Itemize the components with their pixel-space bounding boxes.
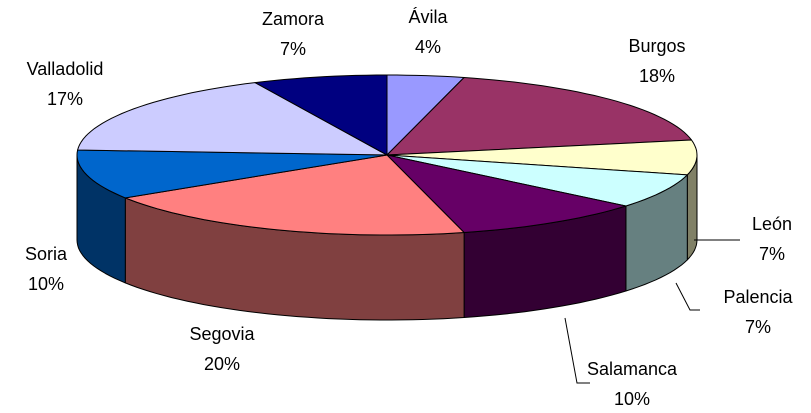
slice — [76, 149, 388, 199]
leader-line — [564, 317, 590, 384]
slice — [386, 77, 692, 156]
value-label: 7% — [745, 317, 771, 337]
slice-label: Ávila — [408, 7, 448, 27]
leader-line — [675, 282, 700, 311]
value-label: 17% — [47, 89, 83, 109]
slice — [386, 139, 698, 176]
value-label: 7% — [280, 39, 306, 59]
value-label: 4% — [415, 37, 441, 57]
slice-label: Soria — [25, 244, 68, 264]
slice — [386, 154, 688, 207]
value-label: 18% — [639, 66, 675, 86]
slice — [77, 82, 388, 156]
slice-label: León — [752, 214, 792, 234]
slice — [254, 74, 388, 156]
value-label: 10% — [614, 389, 650, 409]
slice-label: Burgos — [628, 36, 685, 56]
slice-label: Valladolid — [27, 59, 104, 79]
slice-label: Salamanca — [587, 359, 678, 379]
slice-label: Segovia — [189, 324, 255, 344]
slice — [386, 154, 627, 233]
slice-label: Palencia — [723, 287, 793, 307]
slice — [124, 154, 465, 236]
value-label: 7% — [759, 244, 785, 264]
slice-label: Zamora — [262, 9, 325, 29]
value-label: 20% — [204, 354, 240, 374]
value-label: 10% — [28, 274, 64, 294]
